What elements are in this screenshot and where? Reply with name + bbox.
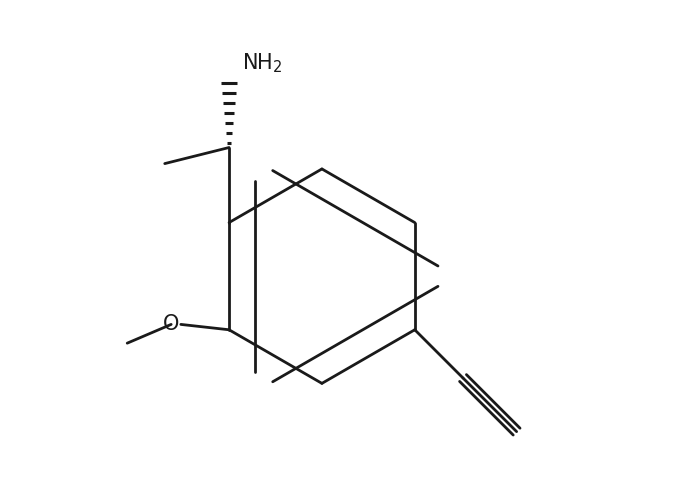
Text: O: O [163, 314, 179, 334]
Text: NH$_2$: NH$_2$ [243, 52, 283, 75]
